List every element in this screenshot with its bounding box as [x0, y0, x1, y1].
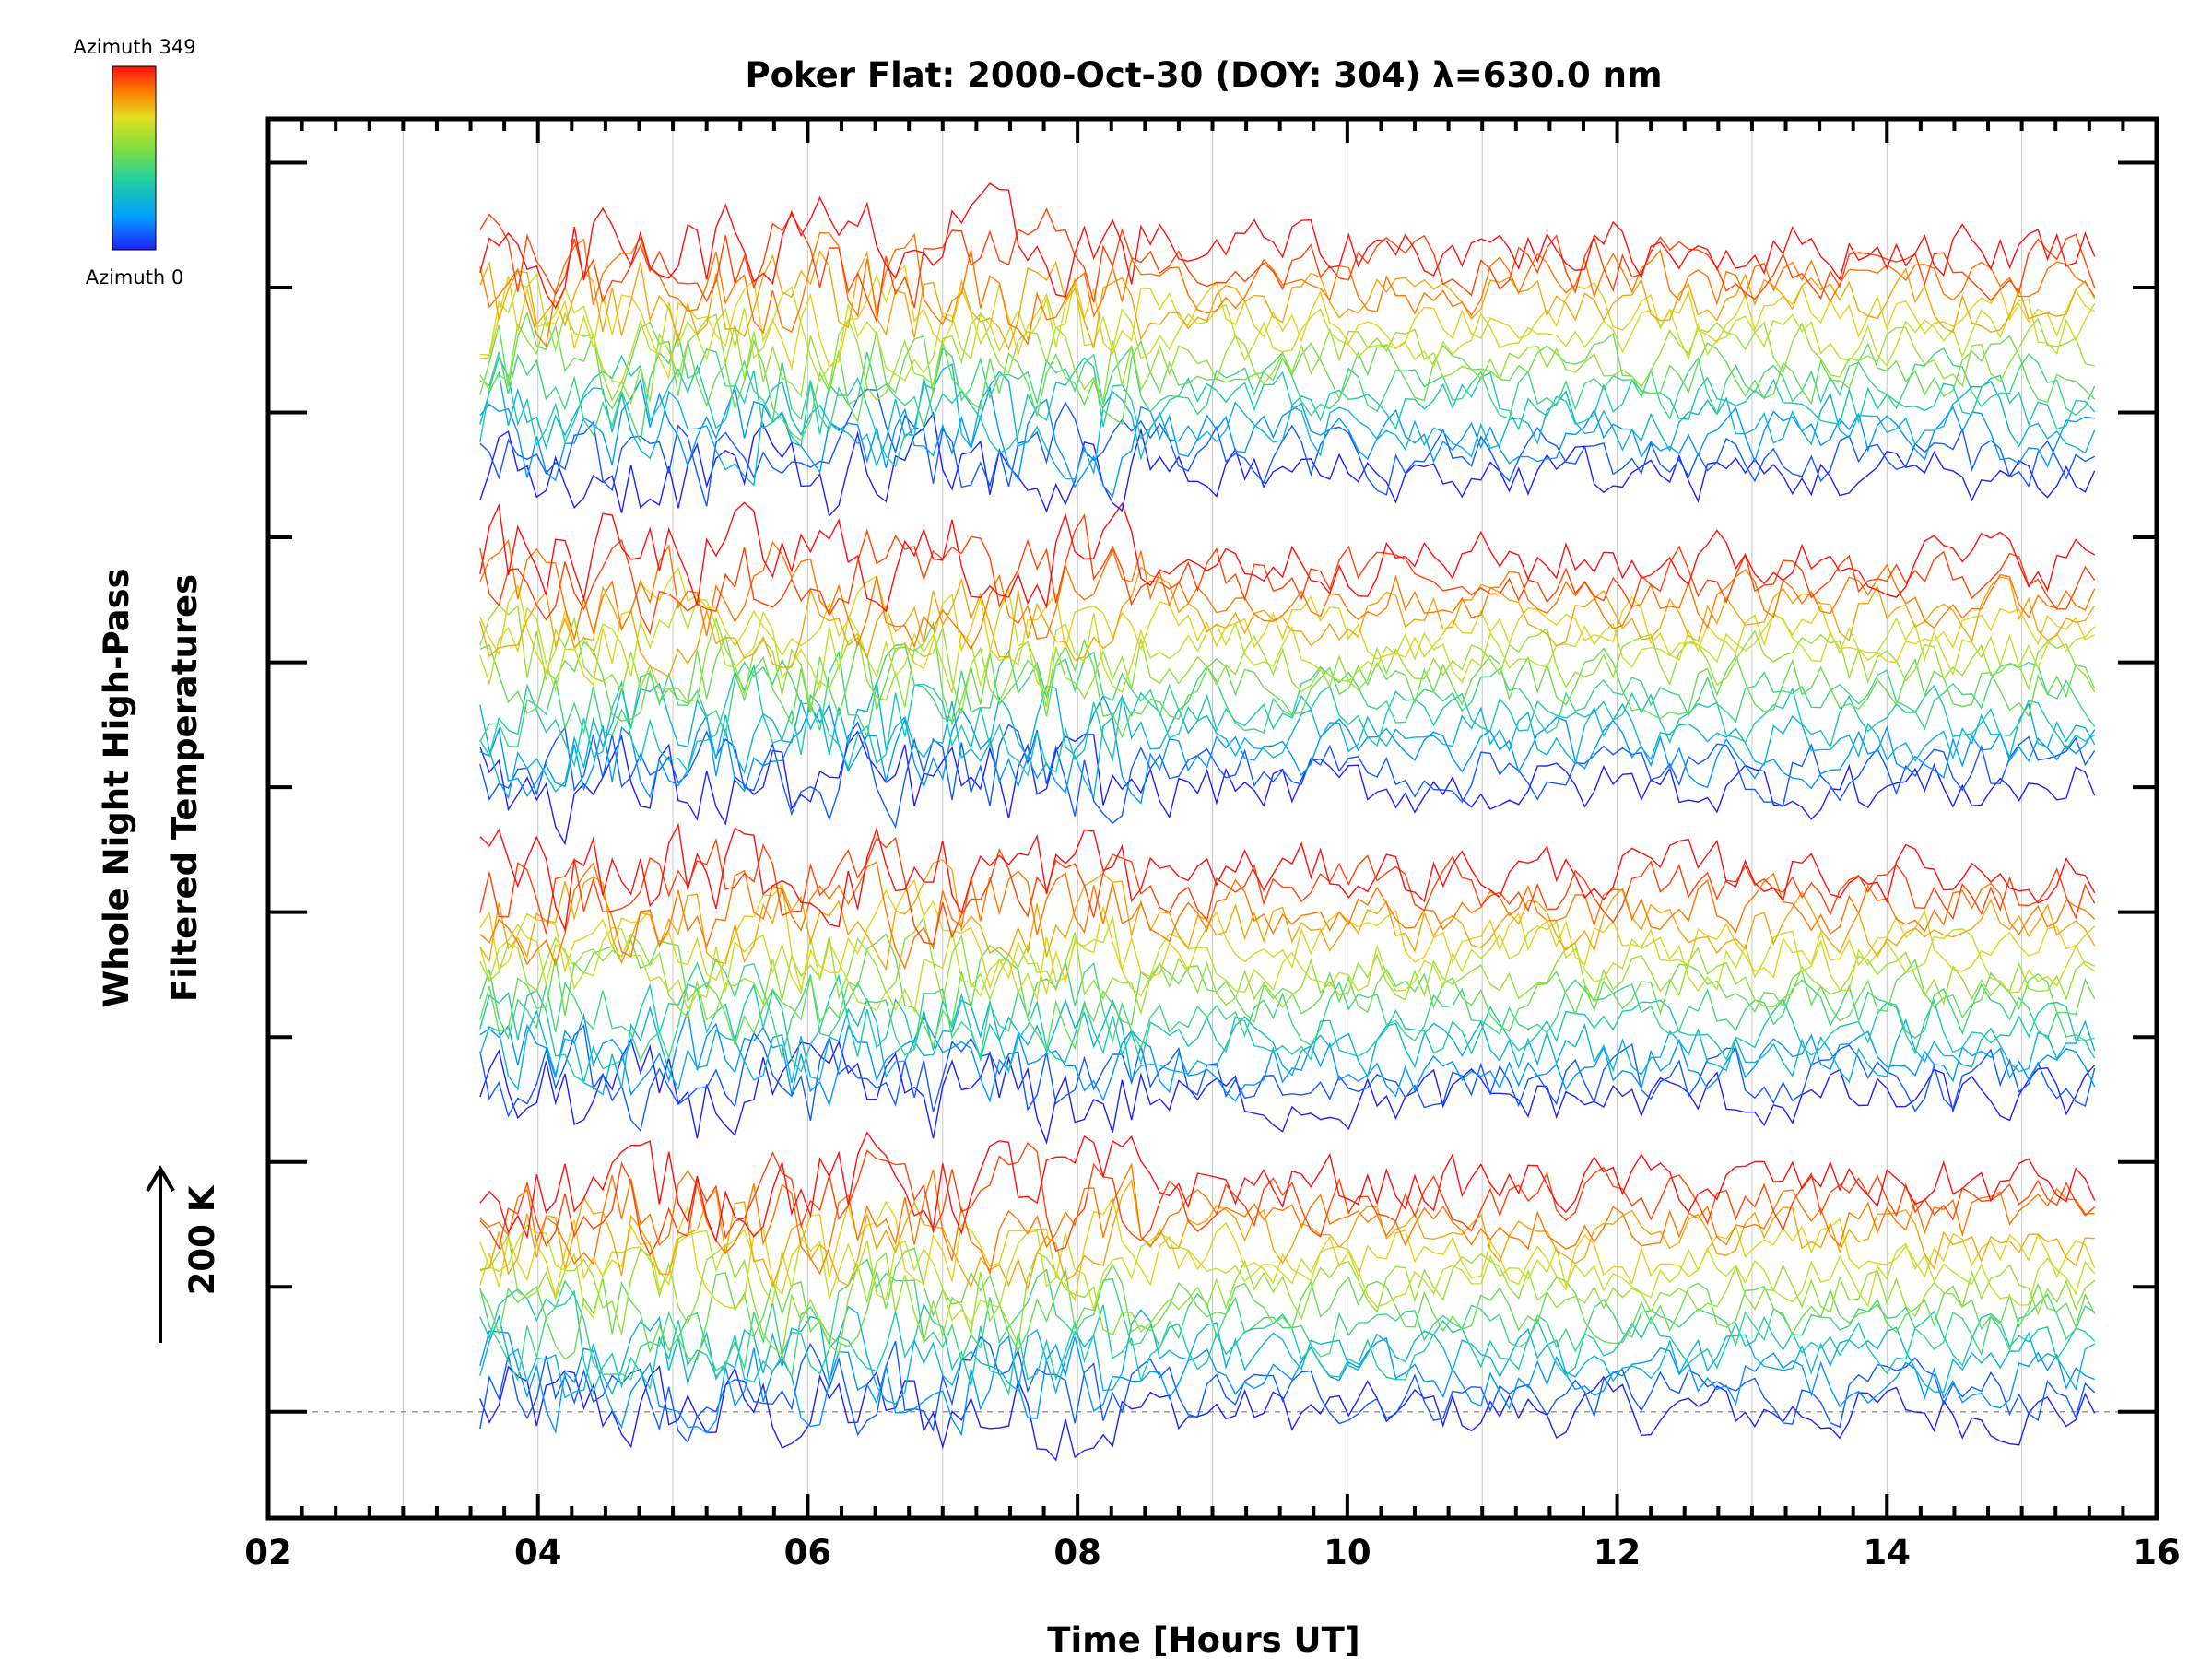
series-line: [479, 973, 2096, 1083]
series-line: [479, 566, 2096, 678]
series-line: [479, 264, 2096, 381]
series-line: [479, 1335, 2096, 1444]
series-line: [479, 332, 2096, 443]
colorbar: Azimuth 349 Azimuth 0: [73, 36, 195, 288]
series-line: [479, 538, 2096, 651]
axis-ticks: [266, 119, 2159, 1518]
series-line: [479, 620, 2096, 739]
x-tick-label: 02: [244, 1533, 292, 1572]
series-line: [479, 1024, 2096, 1133]
series-line: [479, 836, 2096, 946]
series-line: [479, 501, 2096, 613]
x-tick-label: 08: [1053, 1533, 1101, 1572]
y-axis-label-line-2: Filtered Temperatures: [165, 574, 205, 1002]
colorbar-gradient: [112, 65, 157, 251]
series-line: [479, 1195, 2096, 1310]
series-line: [479, 512, 2096, 636]
series-line: [479, 587, 2096, 694]
series-line: [479, 363, 2096, 487]
chart-title: Poker Flat: 2000-Oct-30 (DOY: 304) λ=630…: [745, 55, 1662, 95]
series-line: [479, 1038, 2096, 1145]
series-line: [479, 861, 2096, 971]
colorbar-top-label: Azimuth 349: [73, 36, 195, 58]
series-line: [479, 1010, 2096, 1108]
gridlines: [402, 119, 2023, 1518]
series-line: [479, 249, 2096, 351]
series-line: [479, 1232, 2096, 1357]
series-line: [479, 643, 2096, 748]
x-tick-labels: 02 04 06 08 10 12 14 16: [244, 1533, 2181, 1572]
x-tick-label: 12: [1594, 1533, 1641, 1572]
colorbar-bottom-label: Azimuth 0: [86, 266, 184, 288]
y-axis-label-line-1: Whole Night High-Pass: [97, 568, 136, 1007]
scale-bar-arrowhead-icon: [146, 1165, 175, 1193]
x-tick-label: 06: [784, 1533, 832, 1572]
series-line: [479, 1131, 2096, 1243]
series-lines: [479, 182, 2096, 1462]
series-line: [479, 933, 2096, 1052]
series-line: [479, 859, 2096, 971]
series-line: [479, 1305, 2096, 1405]
series-line: [479, 311, 2096, 441]
series-line: [479, 1330, 2095, 1437]
x-axis-label: Time [Hours UT]: [1047, 1620, 1359, 1659]
series-line: [479, 411, 2096, 518]
x-tick-label: 10: [1324, 1533, 1371, 1572]
series-line: [479, 663, 2096, 777]
scale-bar-label: 200 K: [182, 1184, 222, 1295]
series-line: [479, 378, 2095, 499]
series-line: [479, 182, 2096, 310]
series-line: [479, 721, 2096, 830]
series-line: [479, 1162, 2095, 1276]
series-line: [479, 1247, 2096, 1361]
scale-bar: 200 K: [146, 1165, 222, 1343]
series-line: [479, 879, 2096, 996]
series-line: [479, 311, 2095, 406]
series-line: [479, 1288, 2096, 1396]
series-line: [479, 1142, 2096, 1257]
series-line: [479, 1258, 2096, 1382]
series-line: [479, 1224, 2096, 1325]
series-line: [479, 388, 2096, 507]
series-line: [479, 1365, 2096, 1462]
series-line: [479, 681, 2096, 800]
series-line: [479, 915, 2096, 1021]
x-tick-label: 14: [1864, 1533, 1912, 1572]
series-line: [479, 231, 2096, 348]
series-line: [479, 694, 2096, 805]
series-line: [479, 958, 2095, 1063]
series-line: [479, 354, 2096, 468]
series-line: [479, 207, 2096, 324]
series-line: [479, 822, 2096, 933]
x-tick-label: 16: [2133, 1533, 2181, 1572]
series-line: [479, 997, 2096, 1096]
series-line: [479, 1178, 2095, 1291]
series-line: [479, 604, 2096, 714]
x-tick-label: 04: [514, 1533, 562, 1572]
series-line: [479, 272, 2096, 384]
